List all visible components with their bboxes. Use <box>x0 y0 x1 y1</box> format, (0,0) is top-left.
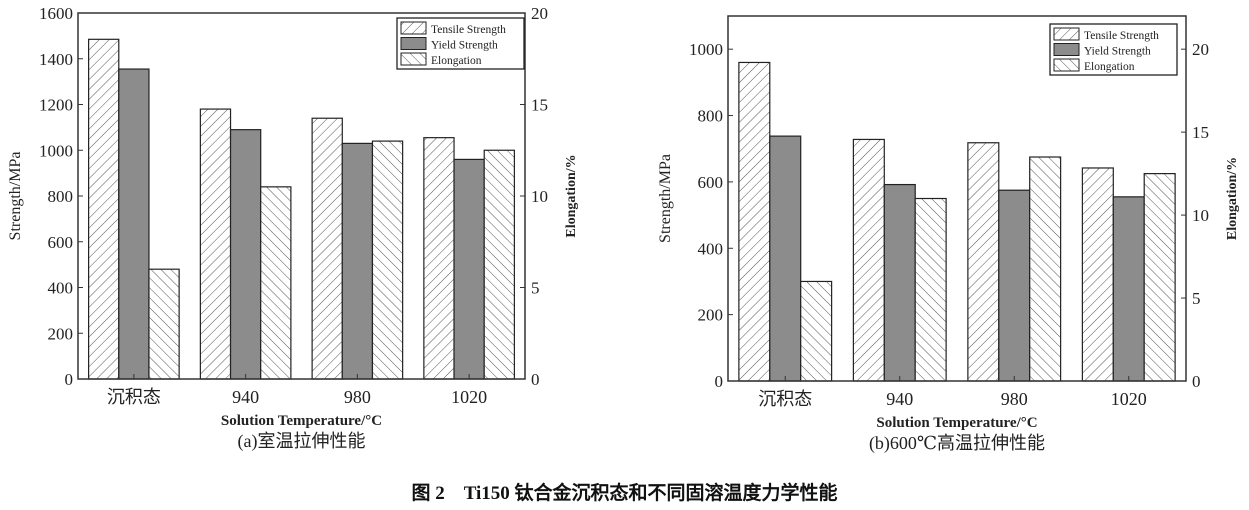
y2-tick-label: 5 <box>531 279 540 298</box>
legend-swatch <box>1053 27 1080 41</box>
legend-swatch <box>1053 43 1080 56</box>
y-axis-label: Strength/MPa <box>7 152 24 241</box>
legend-label: Elongation <box>431 55 482 67</box>
y2-tick-label: 0 <box>1192 372 1201 391</box>
x-tick-label: 940 <box>232 387 259 407</box>
bar-tensile-strength <box>88 38 120 380</box>
plot-frame <box>727 15 1187 382</box>
bar-elongation <box>483 149 515 380</box>
y2-tick-label: 10 <box>531 187 548 206</box>
y-tick-label: 1200 <box>39 96 73 115</box>
x-tick-label: 980 <box>1001 389 1028 409</box>
chart-b: 沉积态 940 980 1020 0 200 400 600 800 1000 0 5 10 15 20 St… <box>657 15 1240 454</box>
bar-elongation <box>1029 156 1062 382</box>
x-tick-label: 940 <box>886 389 913 409</box>
y-tick-label: 400 <box>698 239 724 258</box>
bar-tensile-strength <box>852 138 885 382</box>
bar-elongation <box>800 280 833 382</box>
y-tick-label: 1600 <box>39 4 73 23</box>
legend-label: Yield Strength <box>431 40 498 52</box>
bar-tensile-strength <box>967 142 1000 382</box>
bar-tensile-strength <box>423 137 455 380</box>
bar-tensile-strength <box>1081 167 1114 382</box>
y2-tick-label: 0 <box>531 370 540 389</box>
y2-tick-label: 5 <box>1192 289 1201 308</box>
x-axis-label: Solution Temperature/°C <box>221 413 382 429</box>
bar-tensile-strength <box>738 61 771 382</box>
legend-swatch <box>400 21 427 35</box>
bar-yield-strength <box>998 189 1031 382</box>
y2-axis-label: Elongation/% <box>1225 157 1240 240</box>
figure: 沉积态 940 980 1020020040060080010001200140016… <box>7 4 1240 454</box>
legend-swatch <box>1053 58 1080 72</box>
y-tick-label: 800 <box>698 107 724 126</box>
y-tick-label: 1400 <box>39 50 73 69</box>
bar-yield-strength <box>341 142 374 380</box>
y-tick-label: 0 <box>715 372 724 391</box>
y-tick-label: 1000 <box>39 141 73 160</box>
bar-yield-strength <box>1112 196 1145 382</box>
x-tick-label: 沉积态 <box>758 389 812 409</box>
y-tick-label: 600 <box>48 233 74 252</box>
y2-tick-label: 10 <box>1192 206 1209 225</box>
y2-tick-label: 15 <box>1192 123 1209 142</box>
x-axis-label: Solution Temperature/°C <box>876 415 1037 431</box>
y2-axis-label: Elongation/% <box>564 154 579 237</box>
y-tick-label: 400 <box>48 279 74 298</box>
y-tick-label: 0 <box>65 370 74 389</box>
bar-elongation <box>148 268 180 380</box>
x-tick-label: 1020 <box>1111 389 1147 409</box>
y2-tick-label: 15 <box>531 96 548 115</box>
y2-tick-label: 20 <box>1192 40 1209 59</box>
y-tick-label: 600 <box>698 173 724 192</box>
x-tick-label: 1020 <box>451 387 487 407</box>
legend: Tensile Strength Yield Strength Elongation <box>396 17 525 70</box>
bar-yield-strength <box>118 68 150 380</box>
figure-title: 图 2 Ti150 钛合金沉积态和不同固溶温度力学性能 <box>411 483 838 504</box>
y-tick-label: 200 <box>48 324 74 343</box>
bar-yield-strength <box>769 135 802 382</box>
legend-swatch <box>400 37 427 50</box>
x-tick-label: 沉积态 <box>107 387 161 407</box>
bar-elongation <box>260 186 292 380</box>
legend: Tensile Strength Yield Strength Elongation <box>1049 23 1178 76</box>
bar-elongation <box>371 140 404 380</box>
bar-elongation <box>914 197 947 382</box>
y-tick-label: 800 <box>48 187 74 206</box>
legend-swatch <box>400 52 427 66</box>
bar-elongation <box>1143 173 1176 382</box>
bar-yield-strength <box>883 183 916 382</box>
legend-label: Elongation <box>1084 61 1135 73</box>
bar-tensile-strength <box>311 117 343 380</box>
legend-label: Tensile Strength <box>1084 30 1159 42</box>
x-tick-label: 980 <box>344 387 371 407</box>
bar-yield-strength <box>453 158 485 380</box>
legend-label: Tensile Strength <box>431 24 506 36</box>
legend-label: Yield Strength <box>1084 46 1151 58</box>
chart-caption: (a)室温拉伸性能 <box>238 431 366 452</box>
y2-tick-label: 20 <box>531 4 548 23</box>
y-tick-label: 1000 <box>689 40 723 59</box>
bar-yield-strength <box>229 129 262 380</box>
chart-caption: (b)600℃高温拉伸性能 <box>869 433 1045 454</box>
y-axis-label: Strength/MPa <box>657 154 674 243</box>
chart-a: 沉积态 940 980 1020020040060080010001200140016… <box>7 4 579 452</box>
y-tick-label: 200 <box>698 306 724 325</box>
bar-tensile-strength <box>199 108 232 380</box>
